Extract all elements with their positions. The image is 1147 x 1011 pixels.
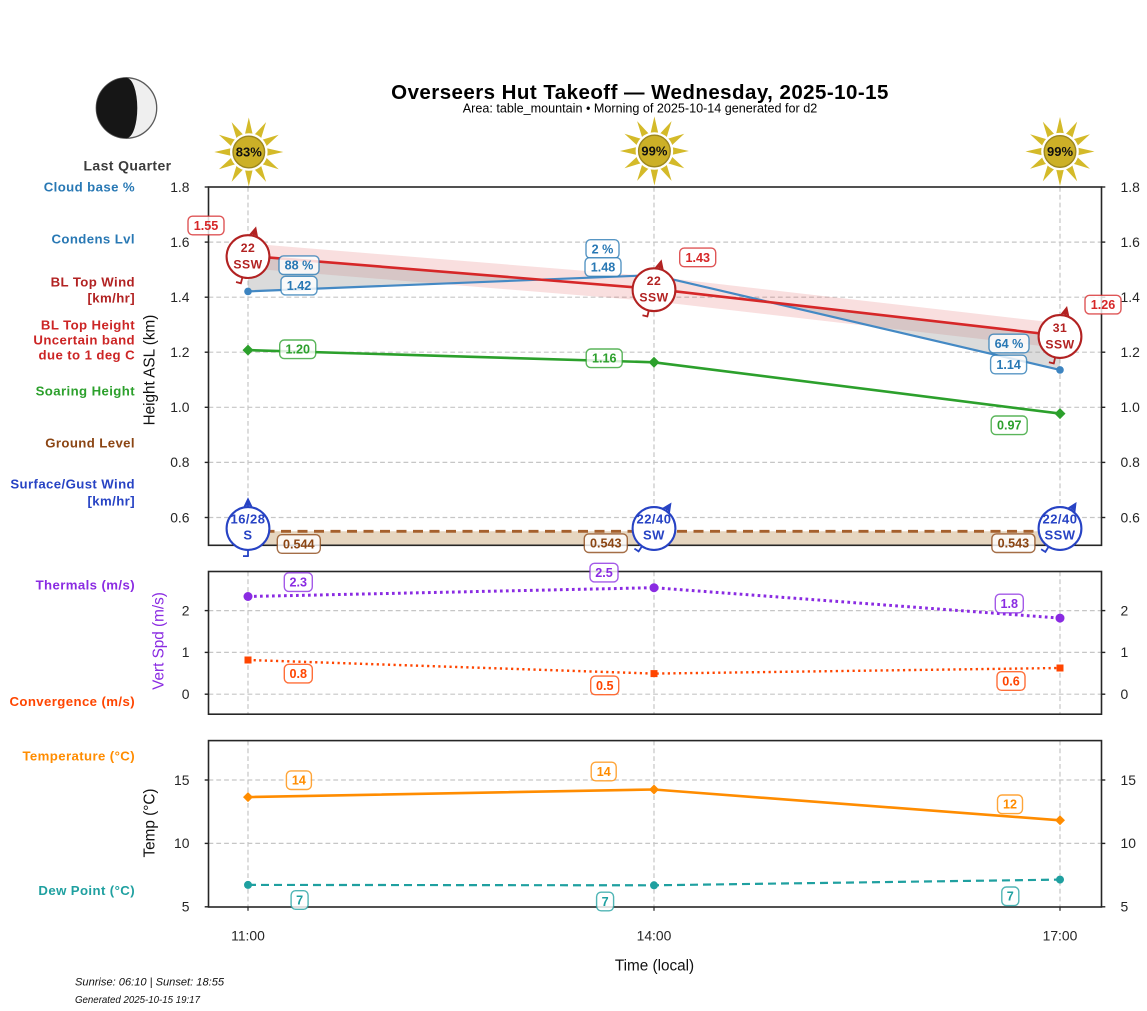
svg-text:99%: 99% (641, 144, 667, 159)
svg-text:0.543: 0.543 (590, 537, 622, 551)
svg-text:Soaring Height: Soaring Height (36, 384, 136, 399)
svg-text:0.8: 0.8 (170, 454, 190, 470)
svg-text:0.8: 0.8 (290, 667, 308, 681)
svg-text:Time (local): Time (local) (615, 958, 694, 975)
svg-text:14: 14 (597, 765, 611, 779)
svg-text:0.6: 0.6 (1002, 674, 1020, 688)
svg-text:SW: SW (643, 528, 665, 543)
svg-text:0.544: 0.544 (283, 537, 315, 551)
svg-text:Ground Level: Ground Level (45, 436, 135, 451)
svg-text:11:00: 11:00 (231, 928, 265, 944)
svg-text:1.8: 1.8 (1121, 179, 1141, 195)
svg-text:Thermals (m/s): Thermals (m/s) (36, 577, 135, 592)
svg-text:1.4: 1.4 (1121, 289, 1141, 305)
svg-text:SSW: SSW (1044, 528, 1075, 543)
svg-text:10: 10 (174, 835, 190, 851)
svg-text:1.0: 1.0 (1121, 399, 1141, 415)
svg-text:22/40: 22/40 (636, 511, 671, 526)
svg-text:88 %: 88 % (285, 259, 314, 273)
svg-text:S: S (243, 528, 252, 543)
svg-text:10: 10 (1121, 835, 1137, 851)
svg-text:2.5: 2.5 (595, 566, 613, 580)
svg-text:1.48: 1.48 (591, 260, 616, 274)
svg-text:22: 22 (241, 241, 256, 255)
svg-text:1.14: 1.14 (996, 358, 1021, 372)
svg-text:2: 2 (1121, 602, 1129, 618)
svg-text:Sunrise: 06:10 | Sunset: 18:55: Sunrise: 06:10 | Sunset: 18:55 (75, 977, 225, 989)
svg-text:1.16: 1.16 (592, 352, 617, 366)
svg-text:1.2: 1.2 (170, 344, 190, 360)
svg-text:Uncertain band: Uncertain band (33, 332, 135, 347)
svg-text:1.0: 1.0 (170, 399, 190, 415)
svg-text:0.5: 0.5 (596, 679, 614, 693)
svg-text:15: 15 (1121, 772, 1137, 788)
svg-text:12: 12 (1003, 798, 1017, 812)
svg-text:Generated 2025-10-15 19:17: Generated 2025-10-15 19:17 (75, 995, 201, 1006)
svg-text:1.42: 1.42 (287, 279, 312, 293)
svg-text:Height ASL (km): Height ASL (km) (142, 315, 159, 426)
svg-text:BL Top Wind: BL Top Wind (51, 274, 135, 289)
svg-text:1.2: 1.2 (1121, 344, 1141, 360)
svg-text:Temperature (°C): Temperature (°C) (22, 749, 135, 764)
svg-text:Last Quarter: Last Quarter (83, 158, 171, 174)
svg-text:1.55: 1.55 (194, 219, 219, 233)
svg-text:Cloud base %: Cloud base % (44, 180, 135, 195)
svg-text:5: 5 (182, 899, 190, 915)
svg-text:17:00: 17:00 (1043, 928, 1078, 944)
svg-text:Dew Point (°C): Dew Point (°C) (38, 883, 135, 898)
svg-text:Convergence (m/s): Convergence (m/s) (9, 694, 135, 709)
svg-text:22: 22 (647, 274, 662, 288)
svg-text:1.43: 1.43 (685, 251, 710, 265)
svg-text:Overseers Hut Takeoff — Wednes: Overseers Hut Takeoff — Wednesday, 2025-… (391, 81, 889, 104)
svg-text:15: 15 (174, 772, 190, 788)
svg-text:1.6: 1.6 (1121, 234, 1141, 250)
svg-text:7: 7 (296, 893, 303, 907)
svg-text:0.6: 0.6 (170, 509, 190, 525)
svg-text:0: 0 (182, 686, 190, 702)
svg-text:SSW: SSW (1045, 338, 1074, 352)
svg-text:due to 1 deg C: due to 1 deg C (39, 347, 136, 362)
svg-text:83%: 83% (236, 145, 262, 160)
svg-text:1: 1 (182, 644, 190, 660)
svg-text:SSW: SSW (233, 258, 262, 272)
svg-text:99%: 99% (1047, 144, 1073, 159)
svg-text:0.97: 0.97 (997, 419, 1022, 433)
svg-text:2.3: 2.3 (290, 576, 308, 590)
svg-text:0.8: 0.8 (1121, 454, 1141, 470)
svg-text:22/40: 22/40 (1042, 511, 1077, 526)
svg-text:16/28: 16/28 (230, 511, 265, 526)
svg-text:14:00: 14:00 (637, 928, 672, 944)
svg-text:Vert Spd (m/s): Vert Spd (m/s) (151, 592, 168, 690)
svg-text:[km/hr]: [km/hr] (88, 291, 136, 306)
svg-text:1.8: 1.8 (1001, 597, 1019, 611)
svg-text:1.4: 1.4 (170, 289, 190, 305)
svg-text:Condens Lvl: Condens Lvl (51, 232, 135, 247)
svg-text:1.6: 1.6 (170, 234, 190, 250)
svg-text:5: 5 (1121, 899, 1129, 915)
svg-text:31: 31 (1053, 321, 1068, 335)
svg-text:0.543: 0.543 (998, 537, 1030, 551)
svg-text:2: 2 (182, 602, 190, 618)
svg-text:SSW: SSW (639, 291, 668, 305)
svg-text:1: 1 (1121, 644, 1129, 660)
svg-text:1.26: 1.26 (1091, 298, 1116, 312)
svg-text:0: 0 (1121, 686, 1129, 702)
svg-text:1.8: 1.8 (170, 179, 190, 195)
svg-text:1.20: 1.20 (285, 343, 310, 357)
svg-text:64 %: 64 % (995, 337, 1024, 351)
svg-text:Temp (°C): Temp (°C) (142, 788, 159, 857)
svg-text:14: 14 (292, 774, 306, 788)
svg-text:2 %: 2 % (592, 242, 614, 256)
svg-text:BL Top Height: BL Top Height (41, 318, 135, 333)
svg-text:0.6: 0.6 (1121, 509, 1141, 525)
svg-text:[km/hr]: [km/hr] (88, 493, 136, 508)
svg-text:7: 7 (602, 895, 609, 909)
svg-text:Surface/Gust Wind: Surface/Gust Wind (10, 476, 135, 491)
svg-text:Area: table_mountain • Morning: Area: table_mountain • Morning of 2025-1… (463, 102, 817, 116)
svg-text:7: 7 (1007, 890, 1014, 904)
